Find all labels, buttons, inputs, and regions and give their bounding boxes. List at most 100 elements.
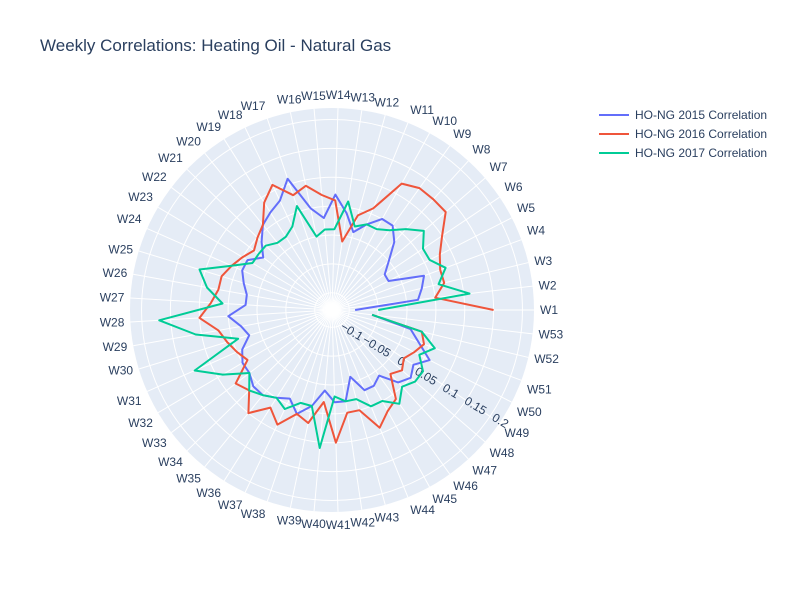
angular-grid-line [331,309,451,475]
angular-grid-line [331,309,486,443]
legend-item-1[interactable]: HO-NG 2015 Correlation [599,108,767,122]
angular-tick-label: W9 [453,127,471,141]
angular-grid-line [331,309,500,424]
angular-tick-label: W20 [176,135,201,149]
angular-tick-label: W14 [326,88,351,102]
angular-tick-label: W8 [472,143,490,157]
angular-tick-label: W28 [100,315,125,329]
angular-grid-line [331,108,339,311]
angular-tick-label: W2 [539,278,557,292]
angular-tick-label: W37 [218,498,243,512]
angular-grid-line [266,118,333,311]
angular-grid-line [331,309,512,403]
angular-tick-label: W31 [117,394,142,408]
angular-tick-label: W4 [527,224,545,238]
angular-tick-label: W53 [539,328,564,342]
angular-grid-line [138,250,333,311]
angular-grid-line [313,108,333,311]
angular-tick-label: W18 [218,108,243,122]
legend-label: HO-NG 2016 Correlation [635,127,767,141]
angular-tick-label: W50 [517,405,542,419]
series-line-1 [227,177,431,415]
angular-tick-label: W46 [453,479,478,493]
angular-grid-line [331,309,469,460]
angular-tick-label: W17 [241,99,266,113]
angular-tick-label: W40 [301,517,326,531]
angular-tick-label: W52 [534,352,559,366]
angular-tick-label: W34 [158,455,183,469]
angular-grid-line [331,309,386,505]
angular-grid-line [331,160,469,311]
angular-tick-label: W24 [117,212,142,226]
angular-tick-label: W43 [374,511,399,525]
angular-grid-line [223,138,333,311]
angular-tick-label: W12 [374,95,399,109]
angular-grid-line [171,309,333,433]
angular-tick-label: W47 [472,464,497,478]
angular-tick-label: W49 [505,426,530,440]
angular-tick-label: W19 [196,120,221,134]
angular-tick-label: W27 [100,291,125,305]
angular-tick-label: W16 [277,93,302,107]
angular-grid-line [331,309,363,510]
angular-grid-line [133,309,333,347]
angular-grid-line [331,122,409,311]
angular-grid-line [157,206,333,311]
angular-tick-label: W13 [350,90,375,104]
angular-grid-line [331,309,339,512]
angular-tick-label: W51 [527,382,552,396]
angular-grid-line [331,217,512,311]
angular-tick-label: W38 [241,507,266,521]
angular-tick-label: W1 [540,303,558,317]
angular-tick-label: W41 [326,518,351,532]
angular-grid-line [157,309,333,414]
legend[interactable]: HO-NG 2015 Correlation HO-NG 2016 Correla… [599,108,767,160]
angular-tick-label: W21 [158,151,183,165]
angular-grid-line [331,309,529,358]
angular-tick-label: W45 [432,492,457,506]
angular-grid-line [204,309,333,468]
angular-tick-label: W48 [490,446,515,460]
angular-grid-line [204,152,333,311]
angular-tick-label: W32 [128,416,153,430]
angular-grid-line [331,132,430,311]
angular-grid-line [138,309,333,370]
angular-tick-label: W35 [176,472,201,486]
angular-grid-line [331,239,522,311]
legend-item-3[interactable]: HO-NG 2017 Correlation [599,146,767,160]
angular-tick-label: W6 [505,180,523,194]
angular-tick-label: W23 [128,190,153,204]
angular-tick-label: W39 [277,514,302,528]
angular-tick-label: W5 [517,201,535,215]
angular-grid-line [289,309,333,508]
series-line-2 [198,182,494,444]
angular-grid-line [186,168,333,311]
angular-grid-line [331,110,363,311]
angular-grid-line [223,309,333,482]
angular-tick-label: W25 [108,242,133,256]
angular-grid-line [130,297,333,311]
angular-grid-line [331,309,409,498]
angular-grid-line [146,309,333,392]
angular-grid-line [266,309,333,502]
angular-tick-label: W11 [410,103,434,117]
angular-tick-label: W42 [350,516,375,530]
legend-item-2[interactable]: HO-NG 2016 Correlation [599,127,767,141]
series-line-3 [158,200,471,449]
angular-grid-line [331,309,522,381]
angular-tick-label: W10 [432,114,457,128]
angular-grid-line [331,309,533,335]
angular-grid-line [186,309,333,452]
angular-tick-label: W15 [301,89,326,103]
angular-tick-label: W22 [142,170,167,184]
angular-grid-line [331,309,430,488]
angular-tick-label: W44 [410,503,435,517]
angular-grid-line [331,285,533,311]
angular-grid-line [244,309,333,493]
angular-grid-line [331,145,451,311]
angular-tick-label: W30 [108,364,133,378]
angular-tick-label: W36 [196,486,221,500]
angular-tick-label: W33 [142,436,167,450]
